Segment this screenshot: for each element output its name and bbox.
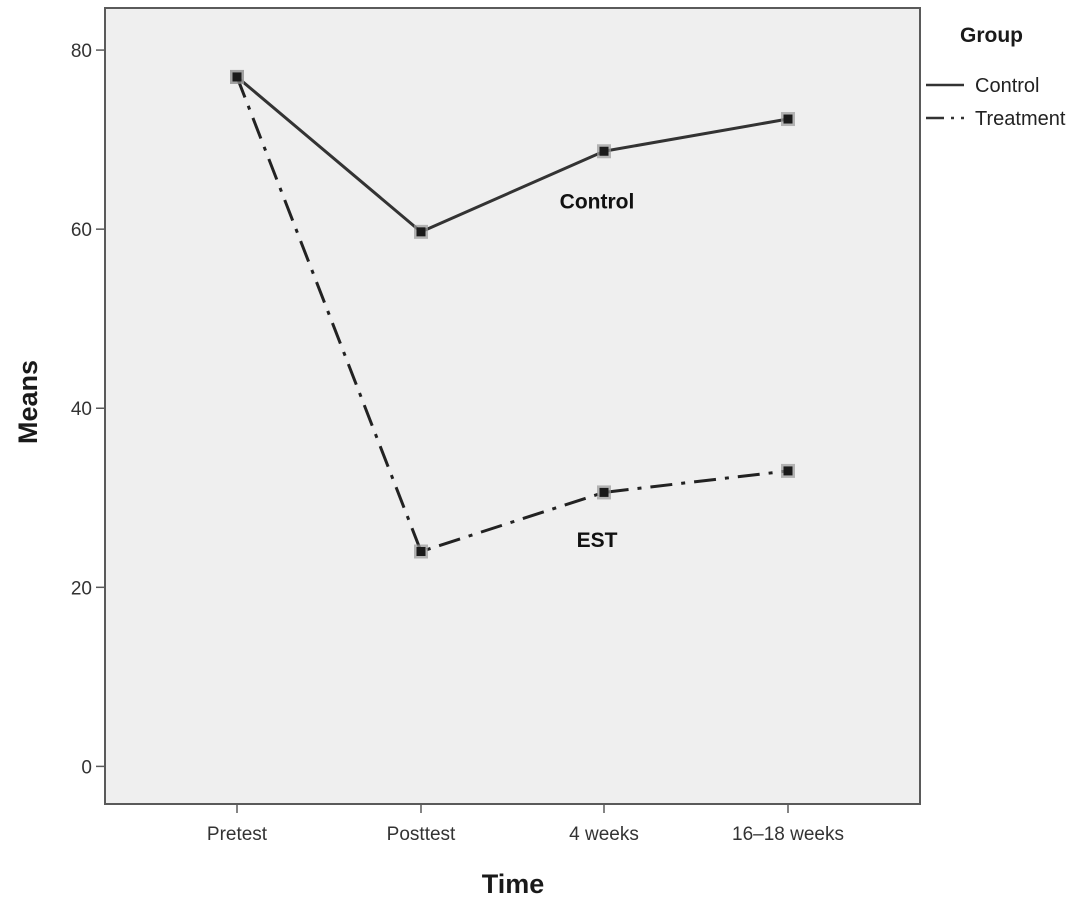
data-point: [599, 146, 609, 156]
series-line-treatment: [235, 76, 789, 554]
series-treatment: [230, 69, 795, 559]
x-axis-title: Time: [482, 869, 545, 899]
y-tick-label: 80: [71, 41, 92, 62]
legend-title: Group: [960, 24, 1023, 47]
annotation-layer: Control EST: [560, 191, 635, 552]
y-tick-label: 0: [81, 757, 92, 778]
x-tick-label: 16–18 weeks: [732, 824, 844, 845]
legend-label-control: Control: [975, 75, 1039, 97]
y-axis-title: Means: [13, 360, 43, 444]
legend: Group Control Treatment: [926, 24, 1066, 130]
y-tick-label: 20: [71, 578, 92, 599]
x-tick-label: Posttest: [387, 824, 456, 845]
series-line-control: [236, 75, 789, 234]
annotation-control: Control: [560, 191, 635, 214]
data-point: [783, 114, 793, 124]
legend-label-treatment: Treatment: [975, 108, 1066, 130]
data-point: [416, 227, 426, 237]
data-point: [232, 72, 242, 82]
y-axis: 0 20 40 60 80: [71, 41, 105, 778]
annotation-est: EST: [577, 529, 618, 552]
y-tick-label: 60: [71, 220, 92, 241]
y-tick-label: 40: [71, 399, 92, 420]
series-layer: [230, 69, 795, 559]
data-point: [599, 487, 609, 497]
x-tick-label: Pretest: [207, 824, 268, 845]
data-point: [416, 547, 426, 557]
data-point: [783, 466, 793, 476]
plot-area: [104, 7, 921, 805]
x-tick-label: 4 weeks: [569, 824, 639, 845]
legend-items: Control Treatment: [926, 75, 1066, 130]
x-axis: Pretest Posttest 4 weeks 16–18 weeks: [207, 804, 844, 845]
